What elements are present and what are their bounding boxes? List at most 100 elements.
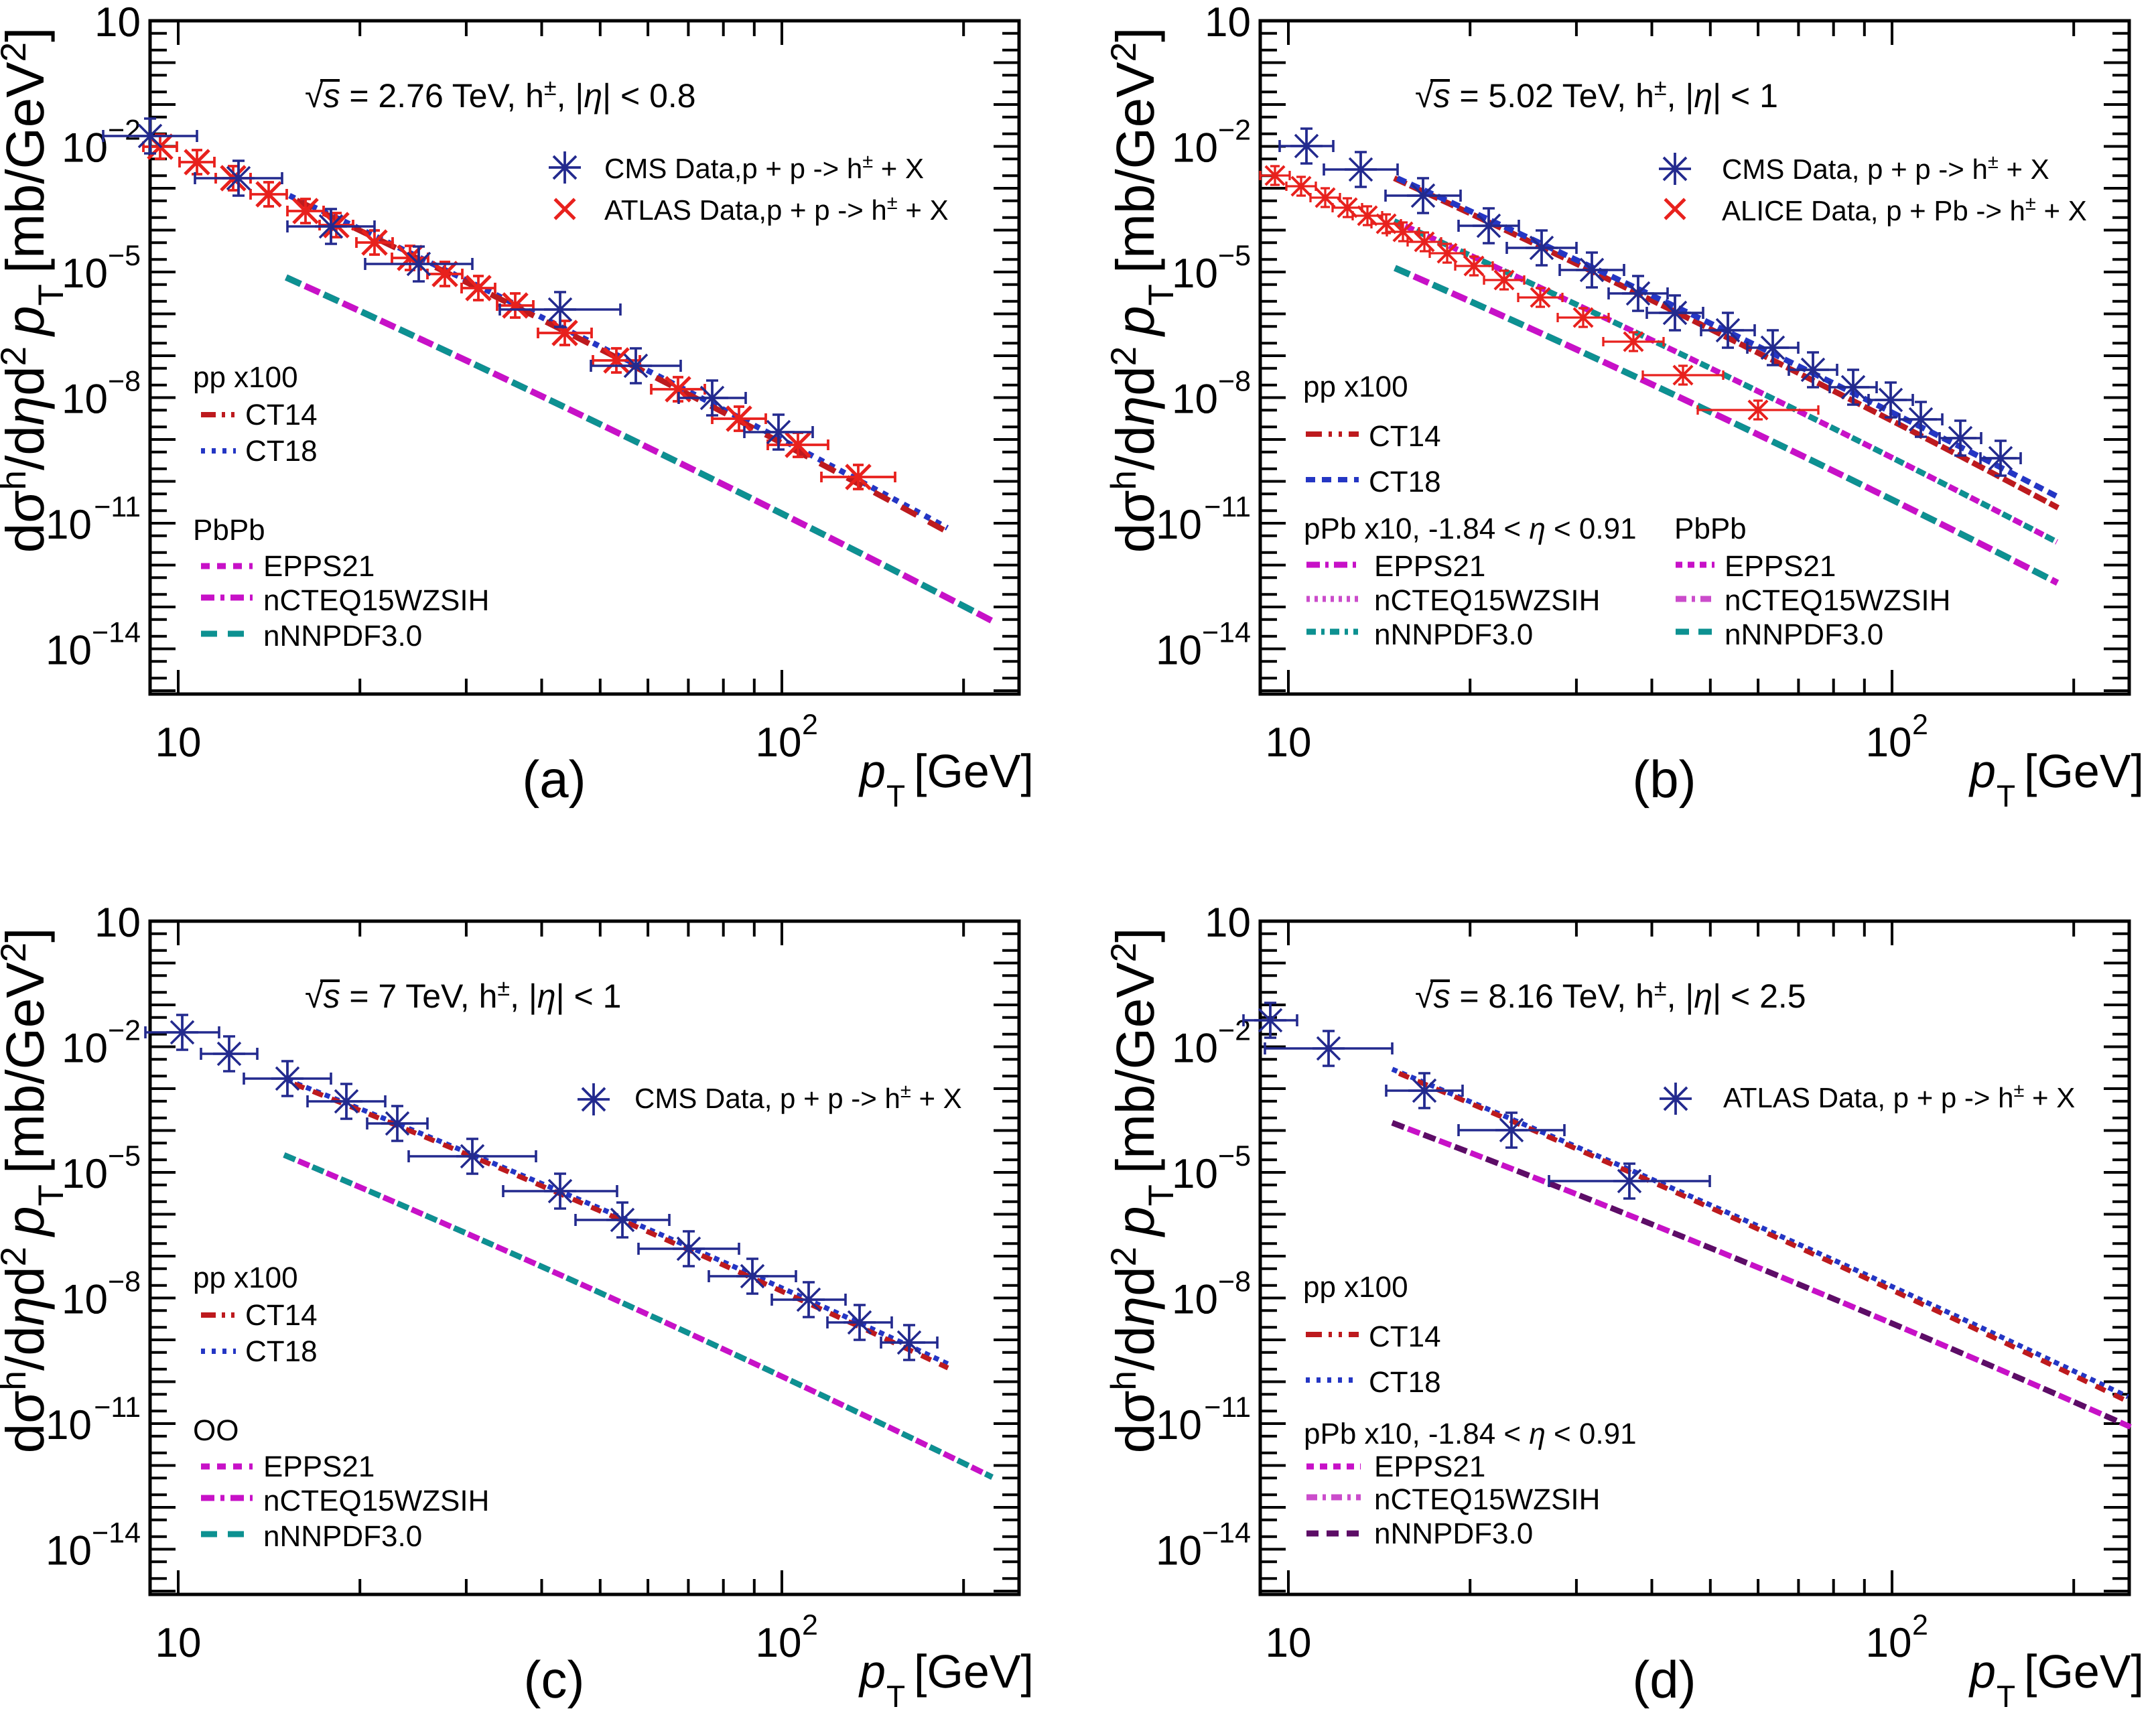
svg-text:10: 10 (1172, 251, 1218, 297)
svg-text:−14: −14 (92, 1517, 141, 1550)
svg-text:CT18: CT18 (245, 1335, 318, 1368)
svg-text:10: 10 (155, 1620, 202, 1666)
svg-text:10: 10 (1172, 1151, 1218, 1197)
svg-text:10: 10 (1156, 628, 1202, 674)
svg-text:CT18: CT18 (245, 435, 318, 468)
svg-text:10: 10 (1866, 1620, 1912, 1666)
svg-text:−8: −8 (108, 1266, 141, 1298)
svg-text:EPPS21: EPPS21 (1374, 550, 1485, 583)
svg-text:−5: −5 (1218, 240, 1251, 272)
svg-text:10: 10 (1205, 0, 1251, 46)
svg-text:−8: −8 (1218, 366, 1251, 398)
svg-text:10: 10 (1266, 720, 1312, 766)
svg-text:√s = 7 TeV, h±, |η| < 1: √s = 7 TeV, h±, |η| < 1 (305, 975, 621, 1015)
svg-text:2: 2 (1912, 709, 1928, 741)
svg-text:pPb x10, -1.84 < η < 0.91: pPb x10, -1.84 < η < 0.91 (1304, 512, 1637, 545)
svg-text:nCTEQ15WZSIH: nCTEQ15WZSIH (263, 584, 489, 617)
svg-text:10: 10 (155, 720, 202, 766)
svg-text:10: 10 (756, 720, 802, 766)
svg-text:10: 10 (1172, 376, 1218, 423)
svg-text:[GeV]: [GeV] (2015, 745, 2144, 797)
svg-text:√s = 5.02 TeV, h±, |η| < 1: √s = 5.02 TeV, h±, |η| < 1 (1415, 75, 1778, 115)
svg-text:−11: −11 (1204, 491, 1251, 523)
svg-text:−11: −11 (94, 1391, 141, 1424)
svg-text:10: 10 (46, 1402, 92, 1448)
svg-text:10: 10 (94, 900, 141, 946)
svg-text:−5: −5 (1218, 1140, 1251, 1172)
svg-text:EPPS21: EPPS21 (1374, 1450, 1485, 1483)
svg-text:T: T (886, 778, 905, 813)
svg-text:10: 10 (94, 0, 141, 46)
svg-text:10: 10 (62, 1151, 108, 1197)
svg-text:nCTEQ15WZSIH: nCTEQ15WZSIH (263, 1485, 489, 1517)
svg-text:10: 10 (62, 376, 108, 423)
svg-text:nNNPDF3.0: nNNPDF3.0 (263, 620, 422, 653)
svg-text:2: 2 (802, 1609, 818, 1641)
svg-text:p: p (858, 1645, 886, 1698)
svg-text:pp x100: pp x100 (1303, 370, 1408, 403)
svg-text:10: 10 (46, 502, 92, 548)
svg-text:−5: −5 (108, 1140, 141, 1172)
svg-text:CMS Data, p + p -> h± + X: CMS Data, p + p -> h± + X (1722, 151, 2049, 185)
svg-text:nCTEQ15WZSIH: nCTEQ15WZSIH (1374, 584, 1600, 617)
svg-text:pp x100: pp x100 (1303, 1271, 1408, 1304)
svg-text:10: 10 (1205, 900, 1251, 946)
svg-text:PbPb: PbPb (1674, 512, 1747, 545)
svg-text:−14: −14 (1202, 617, 1251, 649)
svg-text:nNNPDF3.0: nNNPDF3.0 (1374, 1517, 1533, 1550)
svg-text:CT14: CT14 (1369, 1320, 1441, 1353)
svg-text:nNNPDF3.0: nNNPDF3.0 (1374, 618, 1533, 651)
svg-text:10: 10 (46, 628, 92, 674)
svg-text:(b): (b) (1632, 750, 1696, 809)
svg-text:nCTEQ15WZSIH: nCTEQ15WZSIH (1725, 584, 1950, 617)
svg-text:nNNPDF3.0: nNNPDF3.0 (263, 1520, 422, 1553)
svg-text:p: p (1968, 745, 1996, 797)
svg-text:10: 10 (62, 125, 108, 172)
svg-text:ATLAS Data,p + p -> h± + X: ATLAS Data,p + p -> h± + X (604, 192, 949, 226)
svg-text:[GeV]: [GeV] (904, 745, 1034, 797)
svg-text:−2: −2 (1218, 115, 1251, 147)
svg-text:p: p (1968, 1645, 1996, 1698)
svg-text:−8: −8 (108, 366, 141, 398)
svg-text:−14: −14 (92, 617, 141, 649)
svg-text:−8: −8 (1218, 1266, 1251, 1298)
svg-text:CT18: CT18 (1369, 1366, 1441, 1399)
svg-text:[GeV]: [GeV] (904, 1645, 1034, 1698)
svg-text:(a): (a) (522, 750, 586, 809)
svg-text:√s = 8.16 TeV, h±, |η| < 2.5: √s = 8.16 TeV, h±, |η| < 2.5 (1415, 975, 1806, 1015)
svg-text:−11: −11 (94, 491, 141, 523)
svg-text:pPb x10, -1.84 < η < 0.91: pPb x10, -1.84 < η < 0.91 (1304, 1418, 1637, 1450)
svg-text:EPPS21: EPPS21 (263, 1450, 375, 1483)
svg-text:−5: −5 (108, 240, 141, 272)
svg-text:10: 10 (1156, 1402, 1202, 1448)
svg-text:EPPS21: EPPS21 (263, 550, 375, 583)
svg-text:10: 10 (756, 1620, 802, 1666)
svg-text:pp x100: pp x100 (193, 361, 298, 394)
svg-text:10: 10 (1156, 1528, 1202, 1574)
svg-text:nNNPDF3.0: nNNPDF3.0 (1725, 618, 1883, 651)
svg-text:10: 10 (1156, 502, 1202, 548)
svg-text:−2: −2 (108, 1015, 141, 1047)
svg-text:CMS Data, p + p -> h± + X: CMS Data, p + p -> h± + X (634, 1081, 962, 1114)
svg-text:10: 10 (62, 251, 108, 297)
svg-text:10: 10 (1172, 1026, 1218, 1072)
svg-text:(d): (d) (1632, 1650, 1696, 1709)
svg-text:nCTEQ15WZSIH: nCTEQ15WZSIH (1374, 1483, 1600, 1516)
svg-text:−14: −14 (1202, 1517, 1251, 1550)
svg-text:CT14: CT14 (245, 1299, 318, 1332)
svg-text:OO: OO (193, 1414, 239, 1447)
svg-text:10: 10 (1172, 1277, 1218, 1323)
svg-text:PbPb: PbPb (193, 514, 265, 547)
svg-text:√s = 2.76 TeV, h±, |η| < 0.8: √s = 2.76 TeV, h±, |η| < 0.8 (305, 75, 696, 115)
svg-text:[GeV]: [GeV] (2015, 1645, 2144, 1698)
svg-text:10: 10 (1266, 1620, 1312, 1666)
svg-text:T: T (1997, 1679, 2015, 1710)
svg-text:−11: −11 (1204, 1391, 1251, 1424)
svg-text:EPPS21: EPPS21 (1725, 550, 1836, 583)
svg-text:p: p (858, 745, 886, 797)
svg-text:10: 10 (62, 1026, 108, 1072)
svg-text:2: 2 (1912, 1609, 1928, 1641)
svg-text:10: 10 (46, 1528, 92, 1574)
svg-text:CT14: CT14 (1369, 420, 1441, 453)
svg-text:(c): (c) (524, 1650, 585, 1709)
